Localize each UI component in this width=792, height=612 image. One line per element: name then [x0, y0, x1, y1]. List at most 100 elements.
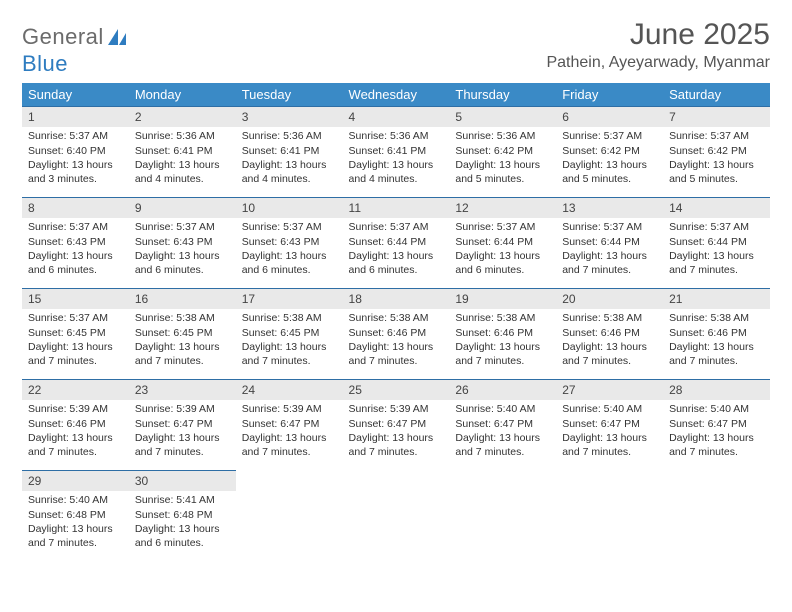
sunrise-text: Sunrise: 5:40 AM	[455, 402, 550, 416]
day-number: 30	[129, 470, 236, 491]
day-number: 25	[343, 379, 450, 400]
sunrise-text: Sunrise: 5:39 AM	[28, 402, 123, 416]
day-number: 2	[129, 106, 236, 127]
calendar-table: SundayMondayTuesdayWednesdayThursdayFrid…	[22, 83, 770, 555]
daylight-line1: Daylight: 13 hours	[28, 249, 123, 263]
sunset-text: Sunset: 6:41 PM	[349, 144, 444, 158]
day-body: Sunrise: 5:40 AMSunset: 6:48 PMDaylight:…	[22, 491, 129, 554]
sunset-text: Sunset: 6:44 PM	[349, 235, 444, 249]
calendar-day-cell: 24Sunrise: 5:39 AMSunset: 6:47 PMDayligh…	[236, 379, 343, 464]
calendar-day-cell: 6Sunrise: 5:37 AMSunset: 6:42 PMDaylight…	[556, 106, 663, 191]
calendar-day-cell: 11Sunrise: 5:37 AMSunset: 6:44 PMDayligh…	[343, 197, 450, 282]
daylight-line2: and 6 minutes.	[242, 263, 337, 277]
day-number: 10	[236, 197, 343, 218]
daylight-line2: and 7 minutes.	[135, 354, 230, 368]
calendar-day-cell: 2Sunrise: 5:36 AMSunset: 6:41 PMDaylight…	[129, 106, 236, 191]
daylight-line2: and 7 minutes.	[455, 354, 550, 368]
calendar-day-cell: 14Sunrise: 5:37 AMSunset: 6:44 PMDayligh…	[663, 197, 770, 282]
day-body: Sunrise: 5:37 AMSunset: 6:44 PMDaylight:…	[449, 218, 556, 281]
sunset-text: Sunset: 6:47 PM	[242, 417, 337, 431]
sunrise-text: Sunrise: 5:38 AM	[349, 311, 444, 325]
day-body: Sunrise: 5:38 AMSunset: 6:46 PMDaylight:…	[663, 309, 770, 372]
daylight-line2: and 7 minutes.	[669, 445, 764, 459]
sunrise-text: Sunrise: 5:40 AM	[562, 402, 657, 416]
sunrise-text: Sunrise: 5:37 AM	[669, 129, 764, 143]
sunrise-text: Sunrise: 5:37 AM	[28, 311, 123, 325]
day-body: Sunrise: 5:38 AMSunset: 6:46 PMDaylight:…	[449, 309, 556, 372]
sunset-text: Sunset: 6:44 PM	[562, 235, 657, 249]
calendar-week-row: 22Sunrise: 5:39 AMSunset: 6:46 PMDayligh…	[22, 379, 770, 464]
day-body: Sunrise: 5:37 AMSunset: 6:43 PMDaylight:…	[129, 218, 236, 281]
day-number: 3	[236, 106, 343, 127]
daylight-line2: and 7 minutes.	[242, 354, 337, 368]
weekday-header: Wednesday	[343, 83, 450, 106]
calendar-week-row: 8Sunrise: 5:37 AMSunset: 6:43 PMDaylight…	[22, 197, 770, 282]
daylight-line1: Daylight: 13 hours	[669, 249, 764, 263]
sunset-text: Sunset: 6:47 PM	[455, 417, 550, 431]
sunrise-text: Sunrise: 5:36 AM	[135, 129, 230, 143]
sunrise-text: Sunrise: 5:39 AM	[349, 402, 444, 416]
sunrise-text: Sunrise: 5:40 AM	[28, 493, 123, 507]
calendar-empty-cell	[236, 470, 343, 555]
daylight-line2: and 7 minutes.	[669, 354, 764, 368]
calendar-day-cell: 21Sunrise: 5:38 AMSunset: 6:46 PMDayligh…	[663, 288, 770, 373]
calendar-week-row: 29Sunrise: 5:40 AMSunset: 6:48 PMDayligh…	[22, 470, 770, 555]
weekday-header: Saturday	[663, 83, 770, 106]
sunset-text: Sunset: 6:43 PM	[135, 235, 230, 249]
sunset-text: Sunset: 6:46 PM	[28, 417, 123, 431]
daylight-line2: and 5 minutes.	[455, 172, 550, 186]
daylight-line2: and 6 minutes.	[135, 536, 230, 550]
daylight-line1: Daylight: 13 hours	[349, 431, 444, 445]
calendar-day-cell: 3Sunrise: 5:36 AMSunset: 6:41 PMDaylight…	[236, 106, 343, 191]
sunrise-text: Sunrise: 5:38 AM	[455, 311, 550, 325]
calendar-day-cell: 12Sunrise: 5:37 AMSunset: 6:44 PMDayligh…	[449, 197, 556, 282]
sunset-text: Sunset: 6:42 PM	[562, 144, 657, 158]
calendar-day-cell: 9Sunrise: 5:37 AMSunset: 6:43 PMDaylight…	[129, 197, 236, 282]
page-header: General Blue June 2025 Pathein, Ayeyarwa…	[22, 18, 770, 77]
month-title: June 2025	[546, 18, 770, 52]
daylight-line1: Daylight: 13 hours	[28, 522, 123, 536]
sunset-text: Sunset: 6:47 PM	[349, 417, 444, 431]
calendar-day-cell: 26Sunrise: 5:40 AMSunset: 6:47 PMDayligh…	[449, 379, 556, 464]
sunset-text: Sunset: 6:46 PM	[669, 326, 764, 340]
day-body: Sunrise: 5:37 AMSunset: 6:44 PMDaylight:…	[556, 218, 663, 281]
title-block: June 2025 Pathein, Ayeyarwady, Myanmar	[546, 18, 770, 72]
daylight-line2: and 4 minutes.	[242, 172, 337, 186]
day-body: Sunrise: 5:41 AMSunset: 6:48 PMDaylight:…	[129, 491, 236, 554]
daylight-line1: Daylight: 13 hours	[135, 340, 230, 354]
sunrise-text: Sunrise: 5:36 AM	[242, 129, 337, 143]
calendar-day-cell: 7Sunrise: 5:37 AMSunset: 6:42 PMDaylight…	[663, 106, 770, 191]
day-number: 27	[556, 379, 663, 400]
day-number: 12	[449, 197, 556, 218]
weekday-header: Thursday	[449, 83, 556, 106]
sunset-text: Sunset: 6:43 PM	[242, 235, 337, 249]
calendar-day-cell: 10Sunrise: 5:37 AMSunset: 6:43 PMDayligh…	[236, 197, 343, 282]
day-number: 6	[556, 106, 663, 127]
daylight-line1: Daylight: 13 hours	[242, 158, 337, 172]
calendar-day-cell: 19Sunrise: 5:38 AMSunset: 6:46 PMDayligh…	[449, 288, 556, 373]
daylight-line2: and 6 minutes.	[28, 263, 123, 277]
day-number: 16	[129, 288, 236, 309]
sunrise-text: Sunrise: 5:41 AM	[135, 493, 230, 507]
calendar-empty-cell	[556, 470, 663, 555]
daylight-line2: and 6 minutes.	[455, 263, 550, 277]
daylight-line1: Daylight: 13 hours	[669, 340, 764, 354]
daylight-line1: Daylight: 13 hours	[135, 158, 230, 172]
sunset-text: Sunset: 6:42 PM	[669, 144, 764, 158]
sunrise-text: Sunrise: 5:38 AM	[135, 311, 230, 325]
weekday-header: Friday	[556, 83, 663, 106]
day-number: 11	[343, 197, 450, 218]
sunrise-text: Sunrise: 5:40 AM	[669, 402, 764, 416]
day-body: Sunrise: 5:37 AMSunset: 6:40 PMDaylight:…	[22, 127, 129, 190]
sunset-text: Sunset: 6:47 PM	[669, 417, 764, 431]
day-number: 17	[236, 288, 343, 309]
calendar-page: General Blue June 2025 Pathein, Ayeyarwa…	[0, 0, 792, 573]
day-number: 29	[22, 470, 129, 491]
daylight-line1: Daylight: 13 hours	[562, 249, 657, 263]
day-body: Sunrise: 5:37 AMSunset: 6:42 PMDaylight:…	[663, 127, 770, 190]
daylight-line1: Daylight: 13 hours	[28, 158, 123, 172]
sunset-text: Sunset: 6:44 PM	[455, 235, 550, 249]
sunset-text: Sunset: 6:42 PM	[455, 144, 550, 158]
day-body: Sunrise: 5:39 AMSunset: 6:47 PMDaylight:…	[343, 400, 450, 463]
calendar-day-cell: 28Sunrise: 5:40 AMSunset: 6:47 PMDayligh…	[663, 379, 770, 464]
